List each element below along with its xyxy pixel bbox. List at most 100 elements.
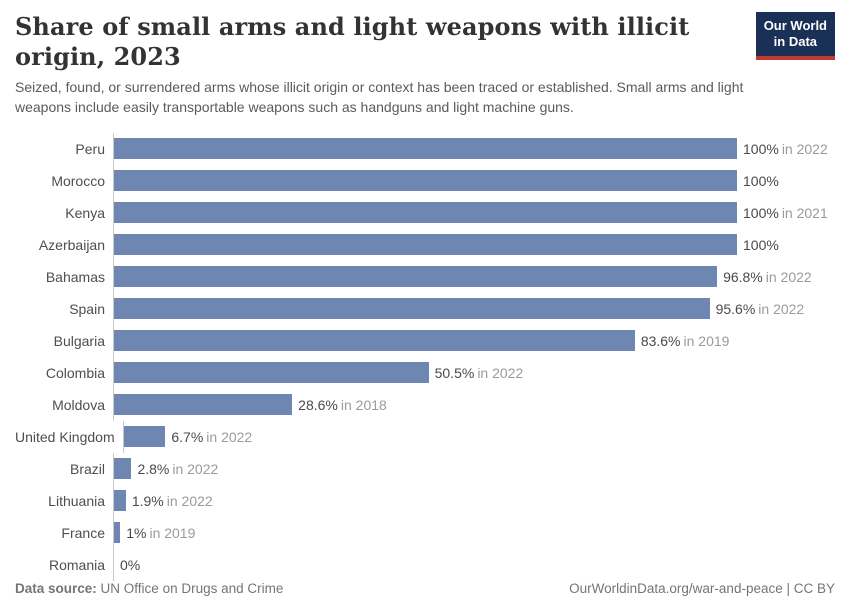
chart-row-united-kingdom: United Kingdom 6.7% in 2022 bbox=[15, 420, 835, 453]
chart-subtitle: Seized, found, or surrendered arms whose… bbox=[15, 79, 744, 115]
percent-text: 28.6% bbox=[298, 396, 338, 413]
value-label: 2.8% in 2022 bbox=[137, 461, 218, 477]
value-label: 100% in 2022 bbox=[743, 141, 828, 157]
percent-text: 100% bbox=[743, 204, 779, 221]
value-label: 100% bbox=[743, 173, 782, 189]
data-source: Data source: UN Office on Drugs and Crim… bbox=[15, 581, 283, 596]
value-label: 28.6% in 2018 bbox=[298, 397, 387, 413]
percent-text: 2.8% bbox=[137, 460, 170, 477]
year-text: in 2022 bbox=[765, 268, 812, 285]
year-text: in 2022 bbox=[477, 364, 524, 381]
chart-row-morocco: Morocco 100% bbox=[15, 164, 835, 197]
percent-text: 6.7% bbox=[171, 428, 204, 445]
chart-row-spain: Spain 95.6% in 2022 bbox=[15, 292, 835, 325]
bar-colombia[interactable] bbox=[114, 362, 429, 384]
footer-link[interactable]: OurWorldinData.org/war-and-peace | CC BY bbox=[569, 580, 835, 596]
bar-track: 83.6% in 2019 bbox=[113, 324, 737, 357]
bar-lithuania[interactable] bbox=[114, 490, 126, 512]
value-label: 100% in 2021 bbox=[743, 205, 828, 221]
year-text: in 2022 bbox=[758, 300, 805, 317]
percent-text: 96.8% bbox=[723, 268, 763, 285]
owid-logo[interactable]: Our World in Data bbox=[755, 12, 835, 60]
bar-morocco[interactable] bbox=[114, 170, 737, 192]
bar-track: 0% bbox=[113, 548, 737, 581]
country-label: Spain bbox=[69, 300, 105, 317]
country-label: Azerbaijan bbox=[38, 236, 105, 253]
percent-text: 1.9% bbox=[131, 492, 164, 509]
bar-track: 1% in 2019 bbox=[113, 516, 737, 549]
percent-text: 100% bbox=[743, 236, 779, 253]
country-label: Moldova bbox=[52, 396, 105, 413]
country-label: Kenya bbox=[65, 204, 105, 221]
year-text: in 2019 bbox=[149, 524, 196, 541]
country-label: Colombia bbox=[45, 364, 105, 381]
percent-text: 95.6% bbox=[715, 300, 756, 317]
bar-chart: Peru 100% in 2022 Morocco 100% Kenya 100%… bbox=[15, 132, 835, 581]
country-label: Bahamas bbox=[45, 268, 105, 285]
year-text: in 2022 bbox=[166, 492, 213, 509]
bar-moldova[interactable] bbox=[114, 394, 293, 416]
country-label: France bbox=[61, 524, 105, 541]
value-label: 1% in 2019 bbox=[126, 525, 195, 541]
value-label: 6.7% in 2022 bbox=[171, 429, 252, 445]
bar-brazil[interactable] bbox=[114, 458, 132, 480]
year-text: in 2022 bbox=[172, 460, 219, 477]
chart-row-azerbaijan: Azerbaijan 100% bbox=[15, 228, 835, 261]
country-label: Peru bbox=[75, 140, 105, 157]
header: Share of small arms and light weapons wi… bbox=[15, 12, 835, 118]
bar-track: 50.5% in 2022 bbox=[113, 356, 737, 389]
bar-track: 100% in 2022 bbox=[113, 132, 828, 165]
value-label: 95.6% in 2022 bbox=[716, 301, 805, 317]
percent-text: 1% bbox=[126, 524, 147, 541]
country-label: Morocco bbox=[51, 172, 105, 189]
bar-united-kingdom[interactable] bbox=[123, 426, 166, 448]
chart-row-bahamas: Bahamas 96.8% in 2022 bbox=[15, 260, 835, 293]
year-text: in 2022 bbox=[781, 140, 828, 157]
value-label: 1.9% in 2022 bbox=[132, 493, 213, 509]
chart-row-peru: Peru 100% in 2022 bbox=[15, 132, 835, 165]
bar-track: 100% bbox=[113, 228, 779, 261]
bar-bulgaria[interactable] bbox=[114, 330, 635, 352]
bar-peru[interactable] bbox=[114, 138, 737, 160]
country-label: Bulgaria bbox=[53, 332, 105, 349]
bar-france[interactable] bbox=[114, 522, 121, 544]
year-text: in 2018 bbox=[340, 396, 387, 413]
owid-logo-line1: Our World bbox=[763, 18, 827, 33]
bar-track: 2.8% in 2022 bbox=[113, 452, 737, 485]
chart-row-france: France 1% in 2019 bbox=[15, 516, 835, 549]
bar-track: 1.9% in 2022 bbox=[113, 484, 737, 517]
year-text: in 2019 bbox=[683, 332, 730, 349]
percent-text: 100% bbox=[743, 172, 779, 189]
percent-text: 100% bbox=[743, 140, 779, 157]
bar-track: 100% in 2021 bbox=[113, 196, 828, 229]
bar-track: 100% bbox=[113, 164, 779, 197]
owid-logo-line2: in Data bbox=[773, 34, 818, 50]
value-label: 0% bbox=[120, 557, 143, 573]
chart-row-moldova: Moldova 28.6% in 2018 bbox=[15, 388, 835, 421]
bar-azerbaijan[interactable] bbox=[114, 234, 737, 256]
country-label: United Kingdom bbox=[15, 428, 115, 445]
percent-text: 83.6% bbox=[640, 332, 681, 349]
chart-row-brazil: Brazil 2.8% in 2022 bbox=[15, 452, 835, 485]
chart-row-colombia: Colombia 50.5% in 2022 bbox=[15, 356, 835, 389]
country-label: Romania bbox=[48, 556, 105, 573]
value-label: 96.8% in 2022 bbox=[723, 269, 812, 285]
data-source-value: UN Office on Drugs and Crime bbox=[100, 580, 284, 596]
bar-bahamas[interactable] bbox=[114, 266, 718, 288]
chart-row-romania: Romania 0% bbox=[15, 548, 835, 581]
percent-text: 0% bbox=[120, 556, 141, 573]
value-label: 50.5% in 2022 bbox=[435, 365, 524, 381]
chart-row-bulgaria: Bulgaria 83.6% in 2019 bbox=[15, 324, 835, 357]
country-label: Brazil bbox=[69, 460, 105, 477]
data-source-label: Data source: bbox=[15, 580, 97, 596]
header-text: Share of small arms and light weapons wi… bbox=[15, 12, 744, 118]
bar-track: 96.8% in 2022 bbox=[113, 260, 812, 293]
chart-title: Share of small arms and light weapons wi… bbox=[15, 12, 690, 71]
bar-spain[interactable] bbox=[114, 298, 710, 320]
year-text: in 2022 bbox=[206, 428, 253, 445]
chart-row-kenya: Kenya 100% in 2021 bbox=[15, 196, 835, 229]
chart-row-lithuania: Lithuania 1.9% in 2022 bbox=[15, 484, 835, 517]
bar-kenya[interactable] bbox=[114, 202, 737, 224]
country-label: Lithuania bbox=[48, 492, 105, 509]
